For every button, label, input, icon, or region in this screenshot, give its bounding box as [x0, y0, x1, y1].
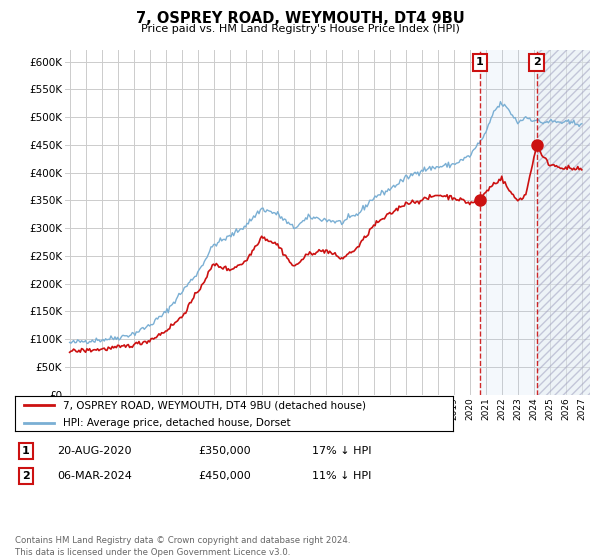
Bar	[480, 50, 536, 395]
Text: £350,000: £350,000	[198, 446, 251, 456]
Text: 2: 2	[533, 57, 541, 67]
Text: Price paid vs. HM Land Registry's House Price Index (HPI): Price paid vs. HM Land Registry's House …	[140, 24, 460, 34]
Text: 2: 2	[22, 471, 29, 481]
Text: 11% ↓ HPI: 11% ↓ HPI	[312, 471, 371, 481]
Text: 7, OSPREY ROAD, WEYMOUTH, DT4 9BU: 7, OSPREY ROAD, WEYMOUTH, DT4 9BU	[136, 11, 464, 26]
Text: £450,000: £450,000	[198, 471, 251, 481]
Text: HPI: Average price, detached house, Dorset: HPI: Average price, detached house, Dors…	[63, 418, 291, 427]
Bar	[536, 50, 590, 395]
Text: 06-MAR-2024: 06-MAR-2024	[57, 471, 132, 481]
Text: Contains HM Land Registry data © Crown copyright and database right 2024.
This d: Contains HM Land Registry data © Crown c…	[15, 536, 350, 557]
Text: 1: 1	[22, 446, 29, 456]
Text: 20-AUG-2020: 20-AUG-2020	[57, 446, 131, 456]
Text: 17% ↓ HPI: 17% ↓ HPI	[312, 446, 371, 456]
Text: 1: 1	[476, 57, 484, 67]
Text: 7, OSPREY ROAD, WEYMOUTH, DT4 9BU (detached house): 7, OSPREY ROAD, WEYMOUTH, DT4 9BU (detac…	[63, 400, 366, 410]
